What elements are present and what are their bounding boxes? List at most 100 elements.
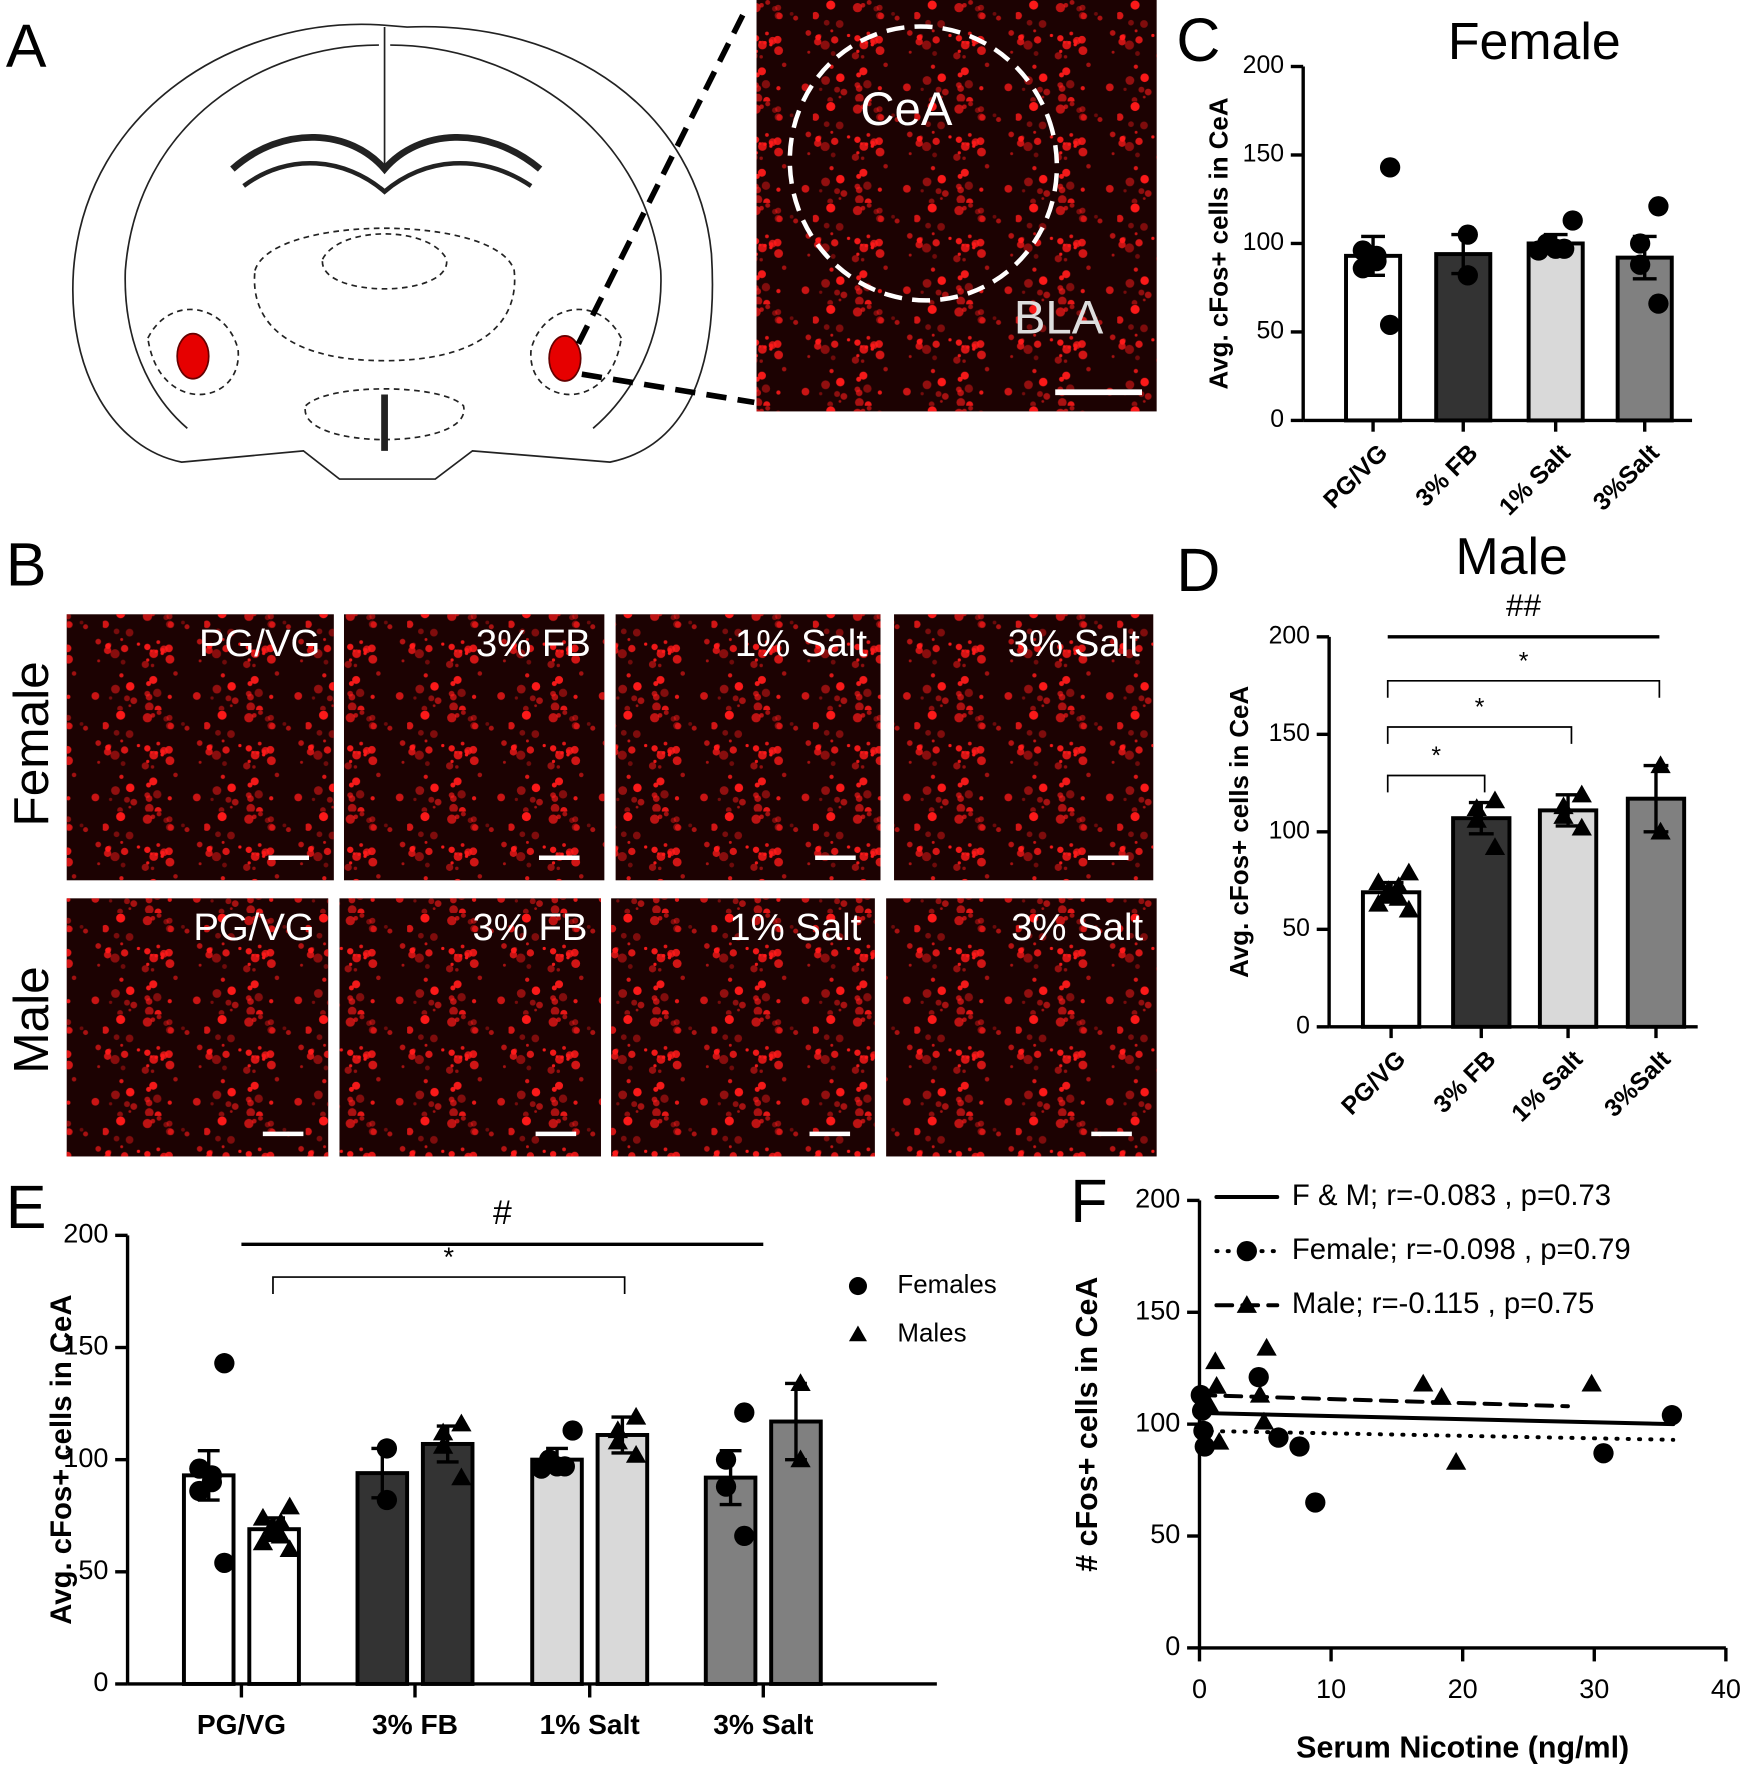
y-tick-label: 150 (1243, 141, 1284, 168)
point (1398, 862, 1420, 881)
bar (1615, 255, 1674, 423)
panel-letter: F (1070, 1167, 1107, 1235)
image-label: 3% Salt (1011, 906, 1143, 949)
point (432, 1422, 454, 1441)
point (1554, 238, 1575, 259)
micrograph-cells (756, 0, 1157, 412)
x-tick-label: 3% Salt (713, 1708, 814, 1740)
region (304, 388, 465, 441)
significance-label: * (1519, 648, 1529, 675)
x-tick-label: 3% FB (1411, 440, 1484, 513)
y-axis-label: Avg. cFos+ cells in CeA (45, 1295, 78, 1625)
image-label: 3% FB (472, 906, 587, 949)
cortex-line (124, 44, 379, 429)
y-axis-label: Avg. cFos+ cells in CeA (1226, 686, 1254, 978)
x-tick-label: 1% Salt (1507, 1046, 1588, 1127)
legend-label: Males (897, 1319, 966, 1347)
y-tick-label: 0 (1165, 1631, 1180, 1661)
region-label: CeA (860, 83, 953, 136)
point (1388, 887, 1409, 906)
y-tick-label: 50 (1256, 317, 1284, 344)
panel-letter: C (1176, 6, 1220, 74)
micrograph-cells (611, 898, 875, 1157)
region-label: BLA (1014, 292, 1104, 345)
point (1445, 1452, 1467, 1470)
bar (1526, 241, 1585, 423)
point (376, 1438, 398, 1459)
y-tick-label: 150 (1135, 1295, 1180, 1325)
point (1650, 821, 1671, 840)
micrograph-cells (886, 898, 1157, 1157)
point (1289, 1436, 1310, 1457)
point (214, 1353, 235, 1374)
legend-label: Females (897, 1271, 996, 1299)
bar (530, 1457, 584, 1686)
x-tick-label: 3%Salt (1588, 440, 1665, 517)
point (1368, 893, 1389, 912)
y-tick-label: 0 (1296, 1012, 1310, 1039)
x-tick-label: 3%Salt (1600, 1046, 1677, 1123)
region (146, 308, 239, 396)
significance-bracket (272, 1276, 626, 1294)
point (189, 1480, 210, 1502)
point (1457, 224, 1478, 245)
point (1368, 872, 1389, 891)
hippocampus (230, 133, 543, 175)
point (451, 1467, 472, 1486)
x-tick-label: 3% FB (1429, 1046, 1502, 1119)
significance-label: * (1475, 695, 1485, 722)
point (562, 1420, 583, 1441)
y-tick-label: 0 (93, 1667, 108, 1697)
point (1413, 1373, 1434, 1392)
y-tick-label: 200 (1135, 1184, 1180, 1214)
y-tick-label: 100 (1243, 229, 1284, 256)
y-tick-label: 200 (1269, 622, 1310, 649)
point (432, 1436, 454, 1454)
y-axis-label: # cFos+ cells in CeA (1070, 1277, 1104, 1572)
y-tick-label: 100 (63, 1443, 108, 1473)
image-label: 3% Salt (1008, 622, 1140, 665)
point (1630, 254, 1651, 275)
significance-bracket (1386, 679, 1661, 698)
point (734, 1525, 755, 1547)
point (1553, 806, 1574, 824)
x-tick-label: 1% Salt (1494, 440, 1575, 521)
image-label: PG/VG (193, 906, 314, 949)
y-tick-label: 50 (1282, 915, 1310, 942)
x-tick-label: PG/VG (1319, 440, 1394, 515)
point (1199, 1396, 1221, 1414)
point (848, 1325, 867, 1342)
x-tick-label: 0 (1192, 1674, 1207, 1704)
point (1352, 258, 1373, 279)
point (715, 1449, 737, 1470)
point (1256, 1337, 1277, 1356)
zoom-line (575, 4, 751, 346)
y-tick-label: 150 (63, 1331, 108, 1361)
bar (1344, 253, 1403, 423)
image-label: 1% Salt (735, 622, 867, 665)
point (790, 1373, 811, 1391)
cea-target (176, 332, 210, 380)
point (625, 1445, 647, 1463)
micrograph-cells (339, 898, 601, 1157)
brain-outline (71, 23, 714, 480)
point (790, 1449, 811, 1468)
point (1253, 1411, 1275, 1430)
hippocampus (242, 161, 533, 195)
thalamus (253, 227, 516, 362)
thalamus (321, 233, 448, 290)
y-tick-label: 150 (1269, 720, 1310, 747)
cortex-line (390, 44, 662, 429)
cea-target (548, 335, 582, 382)
fit-line (1197, 1410, 1676, 1427)
point (1528, 240, 1549, 261)
x-tick-label: PG/VG (197, 1708, 286, 1740)
point (451, 1413, 472, 1432)
point (1249, 1384, 1271, 1403)
chart-title: Male (1456, 527, 1568, 585)
image-label: 1% Salt (729, 906, 861, 949)
y-tick-label: 100 (1135, 1407, 1180, 1437)
cea-outline (787, 24, 1060, 303)
point (279, 1539, 300, 1557)
point (1236, 1240, 1257, 1262)
